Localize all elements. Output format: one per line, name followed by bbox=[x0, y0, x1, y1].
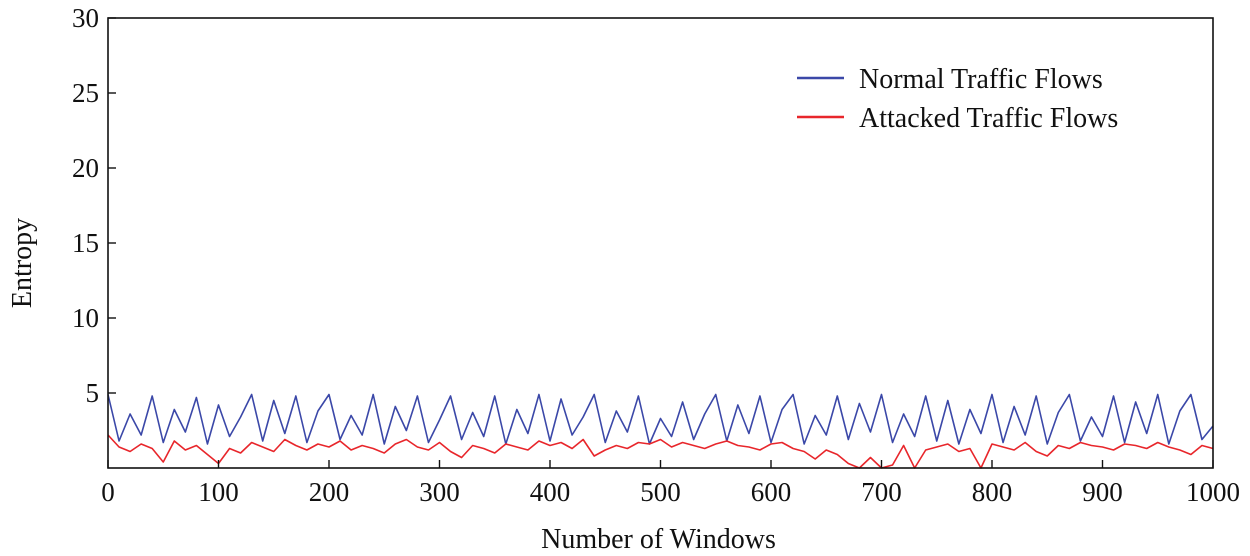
x-tick-label: 300 bbox=[419, 477, 460, 507]
x-tick-label: 0 bbox=[101, 477, 115, 507]
y-tick-label: 30 bbox=[72, 3, 99, 33]
legend-label-attacked: Attacked Traffic Flows bbox=[859, 103, 1118, 134]
series-line-normal bbox=[107, 393, 1214, 445]
y-tick-label: 20 bbox=[72, 153, 99, 183]
x-tick-label: 700 bbox=[861, 477, 902, 507]
y-tick-label: 5 bbox=[86, 378, 100, 408]
y-axis-title: Entropy bbox=[7, 218, 38, 308]
x-tick-label: 900 bbox=[1082, 477, 1123, 507]
x-tick-labels: 0 100 200 300 400 500 600 700 800 900 1000 bbox=[101, 477, 1240, 507]
axis-ticks bbox=[107, 17, 1214, 468]
y-tick-label: 25 bbox=[72, 78, 99, 108]
x-tick-label: 500 bbox=[640, 477, 681, 507]
x-tick-label: 600 bbox=[751, 477, 792, 507]
y-tick-labels: 5 10 15 20 25 30 bbox=[72, 3, 99, 408]
x-tick-label: 100 bbox=[198, 477, 239, 507]
x-tick-label: 800 bbox=[972, 477, 1013, 507]
x-axis-title: Number of Windows bbox=[541, 524, 776, 555]
y-tick-label: 10 bbox=[72, 303, 99, 333]
x-tick-label: 400 bbox=[530, 477, 571, 507]
x-tick-label: 1000 bbox=[1186, 477, 1240, 507]
legend-label-normal: Normal Traffic Flows bbox=[859, 64, 1103, 95]
legend: Normal Traffic Flows Attacked Traffic Fl… bbox=[797, 64, 1118, 134]
y-tick-label: 15 bbox=[72, 228, 99, 258]
series-line-attacked bbox=[107, 434, 1214, 469]
x-tick-label: 200 bbox=[309, 477, 350, 507]
series-lines bbox=[107, 393, 1214, 469]
